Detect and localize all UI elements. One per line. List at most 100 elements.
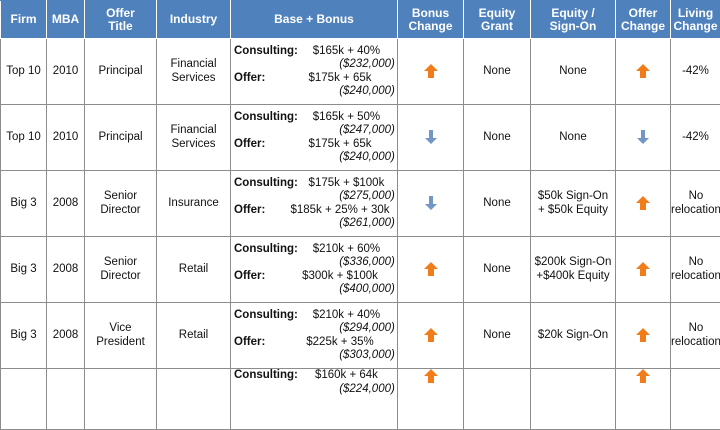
consulting-value: $210k + 60% — [298, 243, 395, 257]
header-bonus-change-label: Bonus Change — [406, 7, 456, 33]
mba-year-cell: 2010 — [47, 39, 85, 105]
header-mba: MBA — [47, 1, 85, 39]
offer-title-text: Principal — [98, 131, 142, 145]
consulting-total: ($275,000) — [234, 190, 422, 204]
equity-signon-text: $20k Sign-On — [538, 329, 608, 343]
offer-label: Offer: — [234, 270, 265, 284]
consulting-label: Consulting: — [234, 243, 298, 257]
offer-line: Offer: $185k + 25% + 30k — [234, 204, 395, 218]
consulting-value: $165k + 40% — [298, 45, 395, 59]
bonus-change-cell — [398, 303, 464, 369]
base-bonus-cell: Consulting: $165k + 50% ($247,000) Offer… — [231, 105, 398, 171]
offer-value: $300k + $100k — [285, 270, 395, 284]
consulting-label: Consulting: — [234, 111, 298, 125]
down-arrow-icon — [424, 130, 438, 144]
equity-signon-text: None — [559, 65, 587, 79]
consulting-label: Consulting: — [234, 369, 298, 383]
industry-text: Retail — [179, 329, 208, 343]
living-change-text: No relocation — [671, 190, 720, 217]
table-row-6: Consulting: $160k + 64k ($224,000) Offer… — [1, 369, 720, 430]
base-bonus-cell: Consulting: $160k + 64k ($224,000) Offer… — [231, 369, 398, 430]
living-change-cell — [671, 369, 720, 430]
equity-signon-text: $50k Sign-On + $50k Equity — [533, 190, 613, 217]
equity-grant-cell — [464, 369, 531, 430]
offer-label: Offer: — [234, 72, 265, 86]
equity-signon-cell: $200k Sign-On +$400k Equity — [531, 237, 616, 303]
consulting-line: Consulting: $165k + 50% — [234, 111, 395, 125]
consulting-value: $160k + 64k — [298, 369, 395, 383]
header-living-change-label: Living Change — [674, 7, 718, 33]
consulting-label: Consulting: — [234, 309, 298, 323]
header-equity-grant-label: Equity Grant — [472, 7, 522, 33]
industry-cell: Financial Services — [157, 39, 231, 105]
header-equity-grant: Equity Grant — [464, 1, 531, 39]
header-living-change: Living Change — [671, 1, 720, 39]
living-change-cell: -42% — [671, 39, 720, 105]
offer-total: ($400,000) — [234, 283, 422, 297]
consulting-line: Consulting: $165k + 40% — [234, 45, 395, 59]
living-change-text: No relocation — [671, 322, 720, 349]
equity-grant-cell: None — [464, 237, 531, 303]
industry-cell: Insurance — [157, 171, 231, 237]
equity-signon-cell: None — [531, 39, 616, 105]
equity-signon-cell: $50k Sign-On + $50k Equity — [531, 171, 616, 237]
equity-signon-text: None — [559, 131, 587, 145]
offer-title-cell: Principal — [85, 39, 157, 105]
equity-grant-cell: None — [464, 105, 531, 171]
up-arrow-icon — [636, 64, 650, 78]
down-arrow-icon — [424, 196, 438, 210]
header-offer-title: Offer Title — [85, 1, 157, 39]
base-bonus-cell: Consulting: $210k + 60% ($336,000) Offer… — [231, 237, 398, 303]
up-arrow-icon — [424, 262, 438, 276]
header-base-bonus: Base + Bonus — [231, 1, 398, 39]
mba-year-cell: 2008 — [47, 171, 85, 237]
industry-cell — [157, 369, 231, 430]
industry-text: Insurance — [168, 197, 219, 211]
living-change-text: -42% — [682, 65, 709, 79]
bonus-change-cell — [398, 39, 464, 105]
offer-change-cell — [616, 303, 671, 369]
firm-cell: Top 10 — [1, 105, 47, 171]
table-body: Top 10 2010 Principal Financial Services… — [1, 39, 720, 430]
consulting-line: Consulting: $210k + 60% — [234, 243, 395, 257]
consulting-line: Consulting: $160k + 64k — [234, 369, 395, 383]
up-arrow-icon — [636, 262, 650, 276]
firm-cell: Big 3 — [1, 171, 47, 237]
offer-line: Offer: $225k + 35% — [234, 336, 395, 350]
mba-year-cell: 2008 — [47, 237, 85, 303]
offer-label: Offer: — [234, 138, 265, 152]
industry-text: Financial Services — [162, 124, 226, 151]
offer-title-cell — [85, 369, 157, 430]
consulting-label: Consulting: — [234, 45, 298, 59]
industry-cell: Financial Services — [157, 105, 231, 171]
up-arrow-icon — [424, 328, 438, 342]
header-offer-change: Offer Change — [616, 1, 671, 39]
offer-change-cell — [616, 369, 671, 430]
bonus-change-cell — [398, 369, 464, 430]
living-change-cell: No relocation — [671, 171, 720, 237]
offer-line: Offer: $175k + 65k — [234, 72, 395, 86]
offer-title-cell: Vice President — [85, 303, 157, 369]
offer-title-text: Principal — [98, 65, 142, 79]
offer-change-cell — [616, 171, 671, 237]
mba-year-cell: 2010 — [47, 105, 85, 171]
firm-cell: Big 3 — [1, 237, 47, 303]
base-bonus-cell: Consulting: $165k + 40% ($232,000) Offer… — [231, 39, 398, 105]
offer-total: ($240,000) — [234, 151, 422, 165]
equity-signon-cell: None — [531, 105, 616, 171]
up-arrow-icon — [636, 196, 650, 210]
offer-value: $225k + 35% — [285, 336, 395, 350]
down-arrow-icon — [636, 130, 650, 144]
consulting-label: Consulting: — [234, 177, 298, 191]
living-change-cell: No relocation — [671, 237, 720, 303]
offer-value: $185k + 25% + 30k — [285, 204, 395, 218]
offer-value: $175k + 65k — [285, 138, 395, 152]
header-firm: Firm — [1, 1, 47, 39]
equity-signon-cell: $20k Sign-On — [531, 303, 616, 369]
firm-cell: Top 10 — [1, 39, 47, 105]
header-equity-signon: Equity / Sign-On — [531, 1, 616, 39]
offer-value: $175k + 65k — [285, 72, 395, 86]
living-change-cell: No relocation — [671, 303, 720, 369]
consulting-total: ($224,000) — [234, 383, 422, 397]
